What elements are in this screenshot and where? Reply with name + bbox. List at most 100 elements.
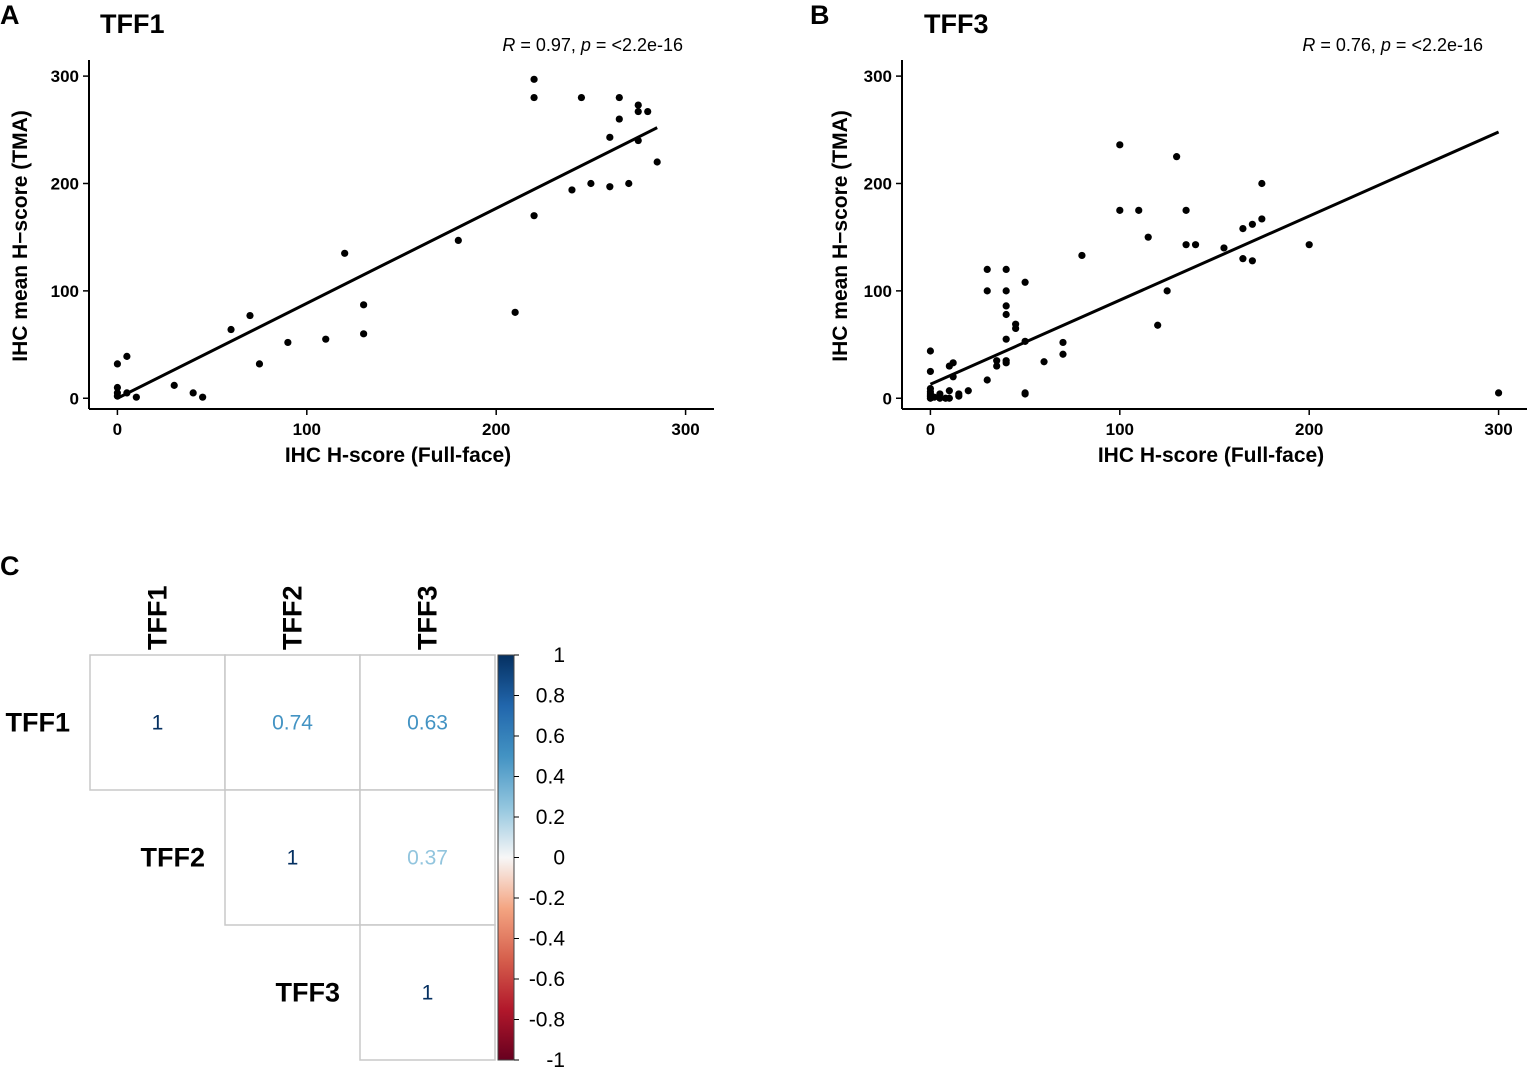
correlation-grid: 1 0.74 0.63 1 0.37 1	[89, 654, 496, 1061]
panel-a-data-point	[246, 311, 254, 320]
corr-column-label: TFF3	[413, 586, 443, 651]
panel-a-data-point	[227, 325, 235, 334]
corr-legend-tick-label: 0	[553, 847, 565, 870]
corr-cell-value: 0.74	[272, 712, 313, 735]
panel-a-data-point	[113, 383, 122, 392]
corr-legend-tick-label: 0.6	[536, 725, 565, 748]
corr-cell	[224, 789, 361, 926]
panel-b-x-axis-title: IHC H-score (Full-face)	[1098, 444, 1324, 467]
panel-b-data-point	[1258, 215, 1266, 223]
panel-b-x-tick-label: 100	[1106, 420, 1134, 439]
corr-legend-tick-label: 0.4	[536, 766, 566, 789]
panel-b-data-point	[1191, 241, 1200, 249]
corr-cell-value: 1	[152, 712, 164, 735]
panel-b-r-value: 0.76	[1336, 35, 1371, 55]
panel-a-data-point	[322, 335, 330, 343]
panel-b-data-point	[949, 359, 957, 367]
panel-b-data-point	[993, 362, 1001, 370]
panel-b-data-point	[1012, 320, 1020, 328]
panel-b-data-point	[1002, 287, 1010, 295]
panel-a-y-tick-label: 300	[51, 67, 79, 86]
panel-b-data-point	[1248, 220, 1256, 228]
panel-a-data-point	[360, 301, 368, 309]
panel-b-x-tick-label: 0	[926, 420, 935, 439]
panel-a-data-point	[634, 101, 642, 109]
panel-b-data-point	[1135, 206, 1143, 214]
panel-b-data-point	[1220, 244, 1228, 252]
panel-a-data-point	[170, 381, 178, 389]
panel-b-data-point	[936, 390, 944, 398]
panel-b-data-point	[1182, 206, 1190, 214]
panel-b-data-point	[993, 357, 1001, 365]
corr-legend-tick-label: -0.8	[529, 1009, 565, 1032]
corr-legend-tick-label: -1	[546, 1049, 565, 1070]
panel-b-data-point	[1059, 338, 1067, 347]
panel-b-data-point	[1021, 278, 1029, 286]
panel-b-data-point	[1116, 206, 1124, 214]
panel-a-data-point	[530, 212, 538, 220]
panel-a-data-point	[132, 393, 140, 401]
panel-a-y-tick-label: 100	[51, 282, 79, 301]
panel-a-data-point	[454, 236, 462, 245]
panel-b-data-point	[926, 367, 935, 376]
panel-b-data-point	[983, 287, 991, 295]
panel-b-data-point	[1002, 302, 1010, 310]
panel-b-data-point	[926, 347, 935, 355]
corr-cell	[359, 924, 496, 1061]
panel-b-data-point	[1040, 358, 1048, 366]
panel-a-data-point	[653, 158, 661, 166]
panel-b-data-point	[1021, 389, 1029, 397]
panel-a-data-point	[284, 338, 292, 347]
panel-a-r-value: 0.97	[536, 35, 571, 55]
panel-a-data-point	[606, 183, 614, 191]
panel-a-data-point	[199, 393, 207, 401]
correlation-labels: TFF1 TFF2 TFF3 TFF1 TFF2 TFF3	[6, 586, 443, 1008]
corr-cell-value: 0.63	[407, 712, 448, 735]
corr-row-label: TFF1	[6, 708, 71, 738]
panel-b-data-point	[945, 394, 953, 402]
corr-row-label: TFF3	[276, 978, 341, 1008]
panel-a-points	[113, 75, 661, 401]
panel-c: C 1 0.74 0.631 0.371 TFF1 TFF2 TFF3TFF1TFF2TF…	[0, 551, 565, 1070]
corr-legend-tick-label: 0.2	[536, 806, 565, 829]
panel-b: B TFF3 R = 0.76, p = <2.2e-16 0 100 200 300…	[810, 0, 1527, 467]
panel-a-data-point	[255, 360, 264, 368]
panel-a-data-point	[113, 389, 122, 397]
panel-b-data-point	[1002, 335, 1010, 343]
panel-b-data-point	[1494, 389, 1503, 397]
panel-b-regression-line	[929, 130, 1500, 386]
panel-b-data-point	[1258, 179, 1266, 188]
corr-legend-tick-label: -0.2	[529, 887, 565, 910]
panel-a-data-point	[530, 93, 538, 102]
panel-a-data-point	[644, 107, 652, 116]
panel-a-data-point	[189, 389, 197, 397]
panel-b-data-point	[1173, 153, 1181, 161]
panel-b-data-point	[1182, 241, 1190, 249]
panel-b-data-point	[1163, 287, 1171, 295]
panel-b-data-point	[1059, 350, 1067, 358]
panel-b-y-axis-title: IHC mean H−score (TMA)	[829, 110, 852, 361]
panel-a-data-point	[341, 249, 349, 257]
panel-a-regression-line	[116, 126, 658, 400]
panel-a-data-point	[360, 330, 368, 338]
panel-a-y-tick-label: 200	[51, 174, 79, 193]
panel-b-data-point	[1144, 233, 1152, 241]
panel-a-y-axis-title: IHC mean H−score (TMA)	[9, 110, 32, 361]
corr-cell	[359, 789, 496, 926]
panel-b-data-point	[1248, 257, 1256, 265]
panel-b-data-point	[1154, 321, 1162, 329]
panel-b-data-point	[1002, 310, 1010, 319]
corr-legend-tick-label: -0.6	[529, 968, 565, 991]
panel-b-data-point	[1239, 255, 1247, 263]
panel-b-data-point	[926, 384, 935, 393]
panel-b-data-point	[945, 387, 953, 395]
panel-a-x-tick-label: 300	[671, 420, 699, 439]
panel-a-stat: R = 0.97, p = <2.2e-16	[502, 35, 683, 55]
panel-b-data-point	[964, 387, 972, 395]
panel-a-data-point	[615, 115, 623, 123]
panel-a-data-point	[606, 133, 614, 141]
panel-c-letter: C	[0, 551, 20, 581]
corr-column-label: TFF2	[278, 586, 308, 651]
corr-row-label: TFF2	[141, 843, 206, 873]
panel-b-data-point	[1078, 251, 1086, 260]
